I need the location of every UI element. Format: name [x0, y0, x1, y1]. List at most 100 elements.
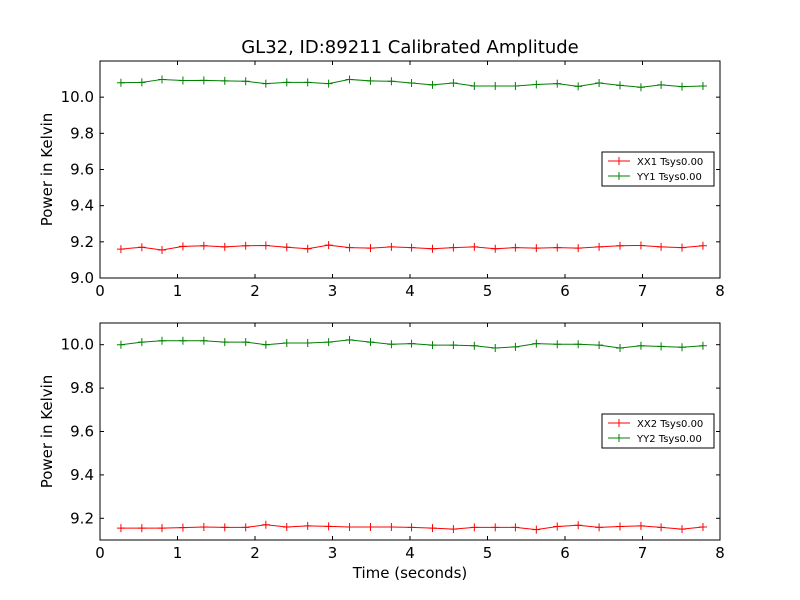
data-point-marker [199, 241, 208, 250]
data-point-marker [387, 340, 396, 349]
data-point-marker [553, 79, 562, 88]
data-point-marker [345, 243, 354, 252]
data-point-marker [324, 338, 333, 347]
data-point-marker [282, 78, 291, 87]
data-point-marker [178, 336, 187, 345]
data-point-marker [616, 343, 625, 352]
x-tick-label: 5 [483, 544, 493, 562]
data-point-marker [366, 76, 375, 85]
data-point-marker [636, 521, 645, 530]
data-point-marker [532, 339, 541, 348]
data-point-marker [137, 524, 146, 533]
data-point-marker [491, 523, 500, 532]
data-point-marker [678, 525, 687, 534]
y-tick-label: 9.8 [70, 124, 94, 142]
data-point-marker [449, 525, 458, 534]
y-tick-label: 9.2 [70, 233, 94, 251]
legend-box [601, 151, 715, 187]
data-point-marker [116, 245, 125, 254]
data-point-marker [220, 76, 229, 85]
series-2 [116, 335, 707, 352]
x-tick-label: 2 [250, 282, 260, 300]
data-point-marker [553, 522, 562, 531]
data-point-marker [261, 520, 270, 529]
data-point-marker [616, 81, 625, 90]
legend-entry-label: XX2 Tsys0.00 [637, 419, 703, 430]
x-tick-label: 6 [560, 282, 570, 300]
data-point-marker [574, 82, 583, 91]
data-point-marker [158, 336, 166, 345]
data-point-marker [616, 241, 625, 250]
data-point-marker [199, 522, 208, 531]
y-tick-label: 9.8 [70, 379, 94, 397]
data-point-marker [137, 338, 146, 347]
data-point-marker [657, 80, 666, 89]
data-point-marker [303, 244, 312, 253]
data-point-marker [428, 80, 437, 89]
data-point-marker [511, 523, 520, 532]
data-point-marker [366, 522, 375, 531]
legend-swatch-marker [615, 172, 623, 180]
x-tick-label: 3 [328, 544, 338, 562]
data-point-marker [636, 241, 645, 250]
data-point-marker [387, 77, 396, 86]
data-point-marker [449, 79, 458, 88]
data-point-marker [657, 523, 666, 532]
data-point-marker [595, 341, 604, 350]
legend-box [601, 413, 715, 449]
y-tick-label: 9.6 [70, 423, 94, 441]
y-tick-label: 9.6 [70, 161, 94, 179]
data-point-marker [595, 79, 604, 88]
data-point-marker [511, 81, 520, 90]
legend: XX2 Tsys0.00 YY2 Tsys0.00 [601, 413, 715, 449]
y-axis-label: Power in Kelvin [38, 113, 56, 227]
data-point-marker [678, 343, 687, 352]
x-tick-label: 3 [328, 282, 338, 300]
data-point-marker [199, 336, 208, 345]
data-point-marker [407, 339, 416, 348]
data-point-marker [303, 78, 312, 87]
data-point-marker [220, 242, 229, 251]
y-tick-label: 9.0 [70, 269, 94, 287]
x-tick-label: 6 [560, 544, 570, 562]
y-tick-label: 10.0 [61, 336, 94, 354]
legend-swatch-marker [615, 434, 623, 442]
data-point-marker [261, 340, 270, 349]
legend-entry-label: YY1 Tsys0.00 [636, 172, 702, 183]
data-point-marker [387, 242, 396, 251]
data-point-marker [511, 243, 520, 252]
data-point-marker [678, 243, 687, 252]
data-point-marker [345, 522, 354, 531]
x-tick-label: 8 [715, 282, 725, 300]
data-point-marker [241, 523, 250, 532]
x-axis-label: Time (seconds) [352, 564, 468, 582]
legend-entry-label: YY2 Tsys0.00 [636, 434, 702, 445]
x-tick-label: 1 [173, 282, 183, 300]
subplot-1: 0 1 2 3 4 5 6 7 8 9.0 9.2 9.4 9.6 9.8 10.0 Power in Kel… [38, 60, 725, 300]
series-1 [116, 241, 707, 254]
data-point-marker [698, 341, 707, 350]
data-point-marker [470, 341, 479, 350]
data-point-marker [158, 245, 166, 254]
data-point-marker [491, 244, 500, 253]
x-tick-label: 4 [405, 544, 415, 562]
chart-title: GL32, ID:89211 Calibrated Amplitude [241, 37, 579, 58]
data-point-marker [387, 522, 396, 531]
data-point-marker [491, 81, 500, 90]
data-point-marker [532, 525, 541, 534]
data-point-marker [137, 78, 146, 87]
data-point-marker [407, 79, 416, 88]
data-point-marker [116, 524, 125, 533]
data-point-marker [532, 244, 541, 253]
data-point-marker [595, 242, 604, 251]
data-point-marker [282, 243, 291, 252]
x-tick-label: 1 [173, 544, 183, 562]
data-point-marker [199, 76, 208, 85]
data-point-marker [345, 75, 354, 84]
data-point-marker [553, 243, 562, 252]
data-point-marker [366, 244, 375, 253]
plot-area-group: 0 1 2 3 4 5 6 7 8 9.0 9.2 9.4 9.6 9.8 10.0 Power in Kel… [38, 60, 725, 582]
data-point-marker [241, 338, 250, 347]
data-point-marker [178, 242, 187, 251]
